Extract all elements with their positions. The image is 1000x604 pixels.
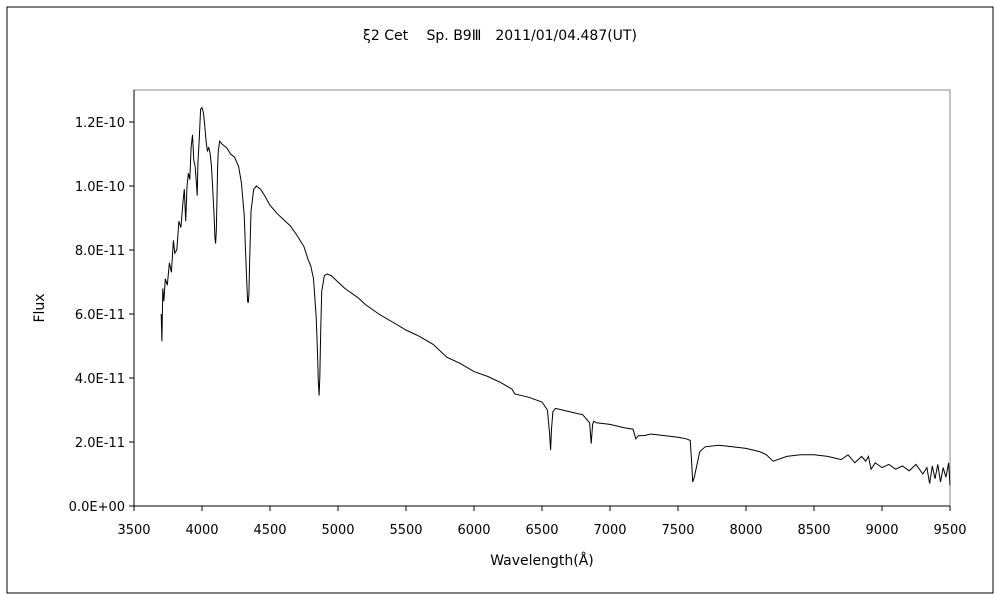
x-tick-label: 5000: [321, 523, 354, 538]
x-tick-label: 6500: [525, 523, 558, 538]
spectrum-series-line: [160, 106, 951, 486]
x-tick-label: 8500: [797, 523, 830, 538]
chart-title: ξ2 Cet Sp. B9Ⅲ 2011/01/04.487(UT): [363, 28, 637, 44]
x-axis-label: Wavelength(Å): [490, 552, 594, 569]
x-tick-label: 6000: [457, 523, 490, 538]
x-tick-label: 4500: [253, 523, 286, 538]
x-tick-label: 4000: [185, 523, 218, 538]
y-tick-label: 1.2E-10: [75, 116, 125, 131]
x-tick-label: 7000: [593, 523, 626, 538]
x-tick-label: 7500: [661, 523, 694, 538]
x-axis: 3500 4000 4500 5000 5500 6000 6500 7000 7500 8000…: [117, 505, 967, 538]
y-tick-label: 6.0E-11: [75, 308, 125, 323]
y-tick-label: 0.0E+00: [69, 500, 125, 515]
x-tick-label: 3500: [117, 523, 150, 538]
x-tick-label: 5500: [389, 523, 422, 538]
chart-border: [6, 6, 994, 594]
y-tick-label: 2.0E-11: [75, 436, 125, 451]
y-axis-label: Flux: [32, 293, 48, 322]
y-axis: 0.0E+00 2.0E-11 4.0E-11 6.0E-11 8.0E-11 1.0E-…: [69, 90, 135, 515]
y-tick-label: 4.0E-11: [75, 372, 125, 387]
y-tick-label: 8.0E-11: [75, 244, 125, 259]
x-tick-label: 9500: [933, 523, 966, 538]
x-tick-label: 9000: [865, 523, 898, 538]
y-tick-label: 1.0E-10: [75, 180, 125, 195]
x-tick-label: 8000: [729, 523, 762, 538]
